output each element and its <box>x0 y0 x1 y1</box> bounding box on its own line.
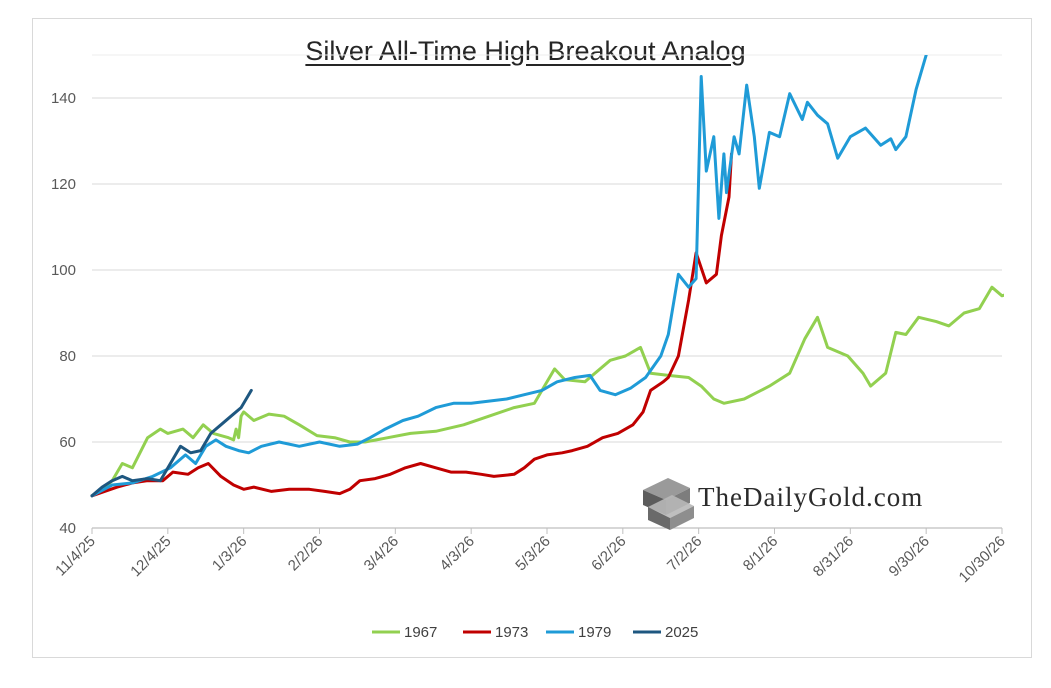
gold-bar-icon <box>643 478 694 530</box>
y-tick-label: 40 <box>59 520 76 537</box>
series-line-2025 <box>90 388 253 498</box>
series-lines <box>90 55 1004 498</box>
y-axis-ticks: 40 60 80 100 120 140 <box>51 90 76 537</box>
x-tick-label: 9/30/26 <box>886 533 933 580</box>
legend-label: 1967 <box>404 624 437 641</box>
legend-label: 1979 <box>578 624 611 641</box>
series-line-1979 <box>90 55 928 498</box>
y-tick-label: 140 <box>51 90 76 107</box>
x-tick-label: 10/30/26 <box>956 533 1009 586</box>
x-tick-label: 2/2/26 <box>285 533 327 575</box>
x-tick-label: 4/3/26 <box>436 533 478 575</box>
series-line-1967 <box>90 285 1004 498</box>
watermark-text: TheDailyGold.com <box>698 482 923 512</box>
x-tick-label: 6/2/26 <box>588 533 630 575</box>
y-tick-label: 100 <box>51 262 76 279</box>
x-tick-label: 8/1/26 <box>740 533 782 575</box>
y-tick-label: 120 <box>51 176 76 193</box>
legend-item-1973: 1973 <box>463 624 528 641</box>
x-axis: 11/4/25 12/4/25 1/3/26 2/2/26 3/4/26 4/3/26 5/… <box>52 527 1009 586</box>
chart-frame <box>32 18 1032 658</box>
legend-item-1979: 1979 <box>546 624 611 641</box>
thedailygold-logo: TheDailyGold.com <box>643 478 923 530</box>
legend-item-2025: 2025 <box>633 624 698 641</box>
x-tick-label: 1/3/26 <box>209 533 251 575</box>
y-tick-label: 80 <box>59 348 76 365</box>
gridlines <box>92 54 1002 443</box>
legend-item-1967: 1967 <box>372 624 437 641</box>
x-tick-label: 3/4/26 <box>361 533 403 575</box>
y-tick-label: 60 <box>59 434 76 451</box>
chart-title: Silver All-Time High Breakout Analog <box>305 36 746 66</box>
legend: 1967 1973 1979 2025 <box>372 624 698 641</box>
legend-label: 1973 <box>495 624 528 641</box>
series-line-1973 <box>90 152 733 498</box>
x-tick-label: 11/4/25 <box>52 533 99 580</box>
x-tick-label: 8/31/26 <box>810 533 857 580</box>
x-tick-label: 7/2/26 <box>664 533 706 575</box>
x-tick-label: 5/3/26 <box>512 533 554 575</box>
legend-label: 2025 <box>665 624 698 641</box>
x-tick-label: 12/4/25 <box>127 533 174 580</box>
